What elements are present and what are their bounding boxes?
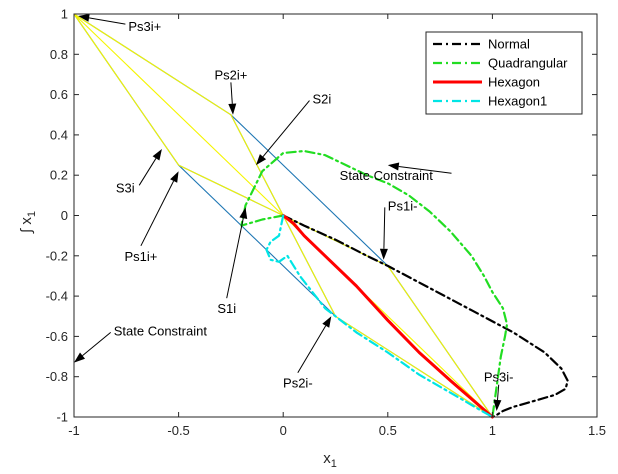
yellow-line-2 <box>73 13 180 166</box>
yellow-line-9 <box>282 215 336 317</box>
yellow-line-3 <box>230 114 284 216</box>
x-axis-label: x1 <box>323 450 337 470</box>
annotation-arrow-4 <box>138 158 157 186</box>
y-tick-label-9: 0.8 <box>50 47 68 62</box>
annotations-group: Ps3i+ Ps2i+ S2i State Constraint S3i Ps1i- Ps1… <box>74 13 514 411</box>
yellow-line-6 <box>387 265 493 418</box>
annotation-arrowhead-5 <box>379 248 388 260</box>
annotation-arrow-2 <box>262 100 310 158</box>
annotation-arrow-6 <box>140 180 175 247</box>
x-tick-label-4: 1 <box>489 423 496 438</box>
annotation-arrowhead-7 <box>239 207 248 219</box>
annotation-label-9: Ps2i- <box>283 376 313 391</box>
annotation-label-10: Ps3i- <box>484 370 514 385</box>
yellow-line-1 <box>73 13 232 116</box>
x-tick-label-2: 0 <box>280 423 287 438</box>
series-line-normal <box>282 214 569 419</box>
y-tick-label-4: -0.2 <box>46 248 68 263</box>
annotation-arrow-10 <box>497 384 500 401</box>
annotation-label-3: State Constraint <box>340 168 434 183</box>
y-tick-label-6: 0.2 <box>50 168 68 183</box>
annotation-label-2: S2i <box>312 92 331 107</box>
annotation-arrow-0 <box>88 17 126 25</box>
series-line-hexagon1 <box>265 214 494 419</box>
y-tick-label-1: -0.8 <box>46 369 68 384</box>
annotation-arrow-1 <box>230 82 233 104</box>
annotation-arrowhead-6 <box>170 171 179 183</box>
annotation-label-7: S1i <box>217 301 236 316</box>
y-tick-label-2: -0.6 <box>46 329 68 344</box>
annotation-arrow-7 <box>226 218 244 299</box>
series-line-hexagon <box>281 214 494 419</box>
y-tick-label-0: -1 <box>56 410 68 425</box>
y-axis-label: ∫ x1 <box>18 211 38 234</box>
annotation-label-5: Ps1i- <box>388 198 418 213</box>
annotation-arrowhead-2 <box>256 154 267 166</box>
legend-label-normal: Normal <box>488 37 530 52</box>
x-tick-label-3: 0.5 <box>379 423 397 438</box>
annotation-arrowhead-1 <box>228 103 237 115</box>
y-tick-label-8: 0.6 <box>50 87 68 102</box>
annotation-arrow-8 <box>82 332 112 356</box>
annotation-arrowhead-8 <box>74 352 85 363</box>
y-tick-label-5: 0 <box>61 208 68 223</box>
annotation-arrow-9 <box>297 325 327 373</box>
annotation-arrow-3 <box>398 166 452 174</box>
x-tick-label-1: -0.5 <box>167 423 189 438</box>
yellow-line-4 <box>178 164 284 216</box>
annotation-label-4: S3i <box>116 180 135 195</box>
ticks-group: -1 -0.5 0 0.5 1 1.5 -1 -0.8 -0.6 -0.4 -0.2 0 0.2 0.4 0… <box>46 7 606 439</box>
annotation-label-8: State Constraint <box>114 323 208 338</box>
annotation-arrowhead-4 <box>152 149 162 161</box>
annotation-arrowhead-0 <box>78 13 90 22</box>
annotation-arrow-5 <box>383 207 386 249</box>
annotation-label-1: Ps2i+ <box>214 67 247 82</box>
x-tick-label-5: 1.5 <box>588 423 606 438</box>
legend-label-hexagon1: Hexagon1 <box>488 94 547 109</box>
legend-label-quadrangular: Quadrangular <box>488 56 568 71</box>
y-tick-label-7: 0.4 <box>50 127 68 142</box>
annotation-arrowhead-9 <box>322 316 332 328</box>
annotation-arrowhead-3 <box>387 162 400 171</box>
x-tick-label-0: -1 <box>68 423 80 438</box>
legend-label-hexagon: Hexagon <box>488 75 540 90</box>
annotation-label-6: Ps1i+ <box>124 249 157 264</box>
legend: Normal Quadrangular Hexagon Hexagon1 <box>425 31 583 115</box>
annotation-arrowhead-10 <box>493 399 502 411</box>
annotation-label-0: Ps3i+ <box>128 19 161 34</box>
series-group <box>240 149 569 419</box>
yellow-line-0 <box>73 13 284 216</box>
y-tick-label-3: -0.4 <box>46 289 68 304</box>
series-line-quadrangular <box>240 149 509 419</box>
y-tick-label-10: 1 <box>61 7 68 22</box>
yellow-line-7 <box>335 315 493 418</box>
